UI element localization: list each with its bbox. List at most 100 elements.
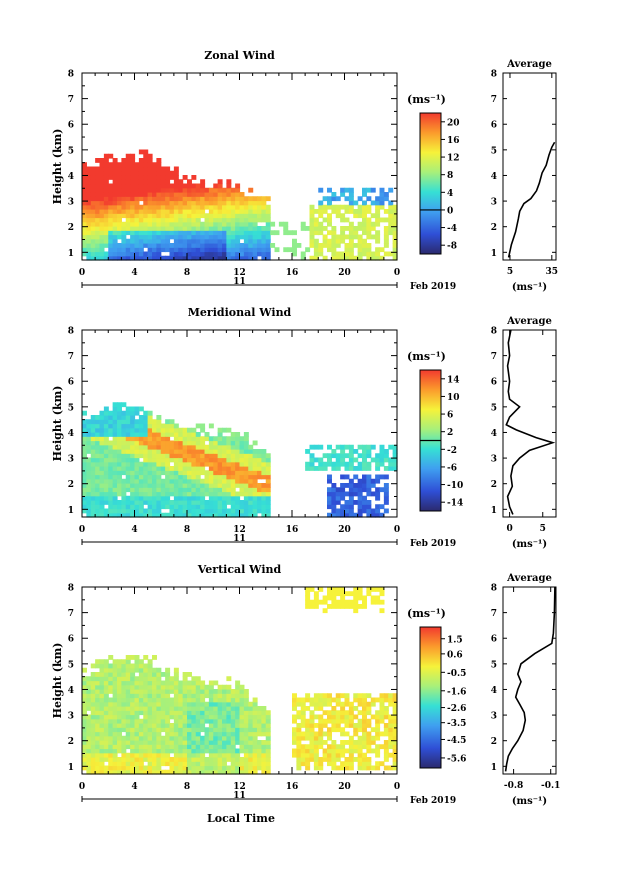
heatmap-cell — [187, 761, 192, 767]
heatmap-cell — [130, 663, 136, 669]
y-axis-label: Height (km) — [51, 643, 64, 719]
heatmap-cell — [375, 200, 381, 206]
heatmap-cell — [261, 495, 267, 501]
heatmap-cell — [331, 727, 337, 733]
heatmap-cell — [103, 213, 109, 219]
heatmap-cell — [152, 676, 157, 682]
heatmap-cell — [235, 769, 241, 775]
heatmap-cell — [160, 689, 166, 694]
heatmap-cell — [160, 179, 166, 185]
heatmap-cell — [95, 192, 101, 197]
heatmap-cell — [86, 512, 92, 518]
heatmap-cell — [125, 247, 131, 253]
heatmap-cell — [348, 251, 354, 257]
heatmap-cell — [383, 474, 389, 480]
heatmap-cell — [265, 757, 271, 762]
heatmap-cell — [217, 740, 223, 745]
heatmap-cell — [226, 740, 232, 745]
heatmap-cell — [222, 217, 227, 223]
heatmap-cell — [130, 406, 136, 412]
heatmap-cell — [147, 162, 153, 168]
heatmap-cell — [331, 587, 337, 592]
heatmap-cell — [204, 234, 210, 240]
heatmap-cell — [125, 744, 131, 750]
heatmap-cell — [130, 769, 136, 775]
heatmap-cell — [134, 466, 140, 471]
heatmap-cell — [318, 243, 324, 248]
heatmap-cell — [117, 217, 122, 223]
heatmap-cell — [370, 697, 376, 703]
heatmap-cell — [165, 200, 171, 206]
heatmap-cell — [300, 718, 306, 724]
heatmap-cell — [257, 213, 262, 219]
heatmap-cell — [200, 714, 206, 720]
day-label: 11 — [233, 534, 246, 544]
heatmap-cell — [257, 461, 262, 467]
heatmap-cell — [187, 504, 192, 510]
average-y-tick-label: 8 — [491, 584, 497, 594]
heatmap-cell — [182, 693, 188, 699]
heatmap-cell — [235, 757, 241, 762]
heatmap-cell — [108, 419, 114, 425]
heatmap-cell — [117, 667, 122, 673]
heatmap-cell — [103, 230, 109, 236]
heatmap-cell — [187, 483, 192, 488]
colorbar — [419, 112, 442, 255]
heatmap-cell — [103, 196, 109, 202]
heatmap-cell — [379, 599, 385, 605]
x-tick-label: 4 — [131, 782, 137, 792]
heatmap-cell — [99, 243, 105, 248]
heatmap-cell — [86, 238, 92, 244]
heatmap-cell — [165, 427, 171, 433]
heatmap-cell — [86, 470, 92, 476]
heatmap-cell — [305, 604, 311, 609]
heatmap-cell — [82, 444, 87, 450]
heatmap-cell — [366, 723, 372, 728]
heatmap-cell — [121, 449, 127, 454]
heatmap-cell — [182, 196, 188, 202]
heatmap-cell — [152, 474, 157, 480]
heatmap-cell — [239, 487, 245, 493]
heatmap-cell — [191, 676, 197, 682]
heatmap-cell — [82, 213, 87, 219]
heatmap-cell — [125, 495, 131, 501]
heatmap-cell — [383, 710, 389, 716]
heatmap-cell — [243, 234, 249, 240]
heatmap-cell — [117, 761, 122, 767]
heatmap-cell — [125, 436, 131, 442]
heatmap-cell — [99, 217, 105, 223]
heatmap-cell — [257, 470, 262, 476]
heatmap-cell — [200, 723, 206, 728]
heatmap-cell — [156, 680, 162, 686]
heatmap-cell — [348, 444, 354, 450]
heatmap-cell — [160, 226, 166, 231]
heatmap-cell — [182, 466, 188, 471]
heatmap-cell — [331, 748, 337, 754]
heatmap-cell — [143, 478, 149, 484]
heatmap-cell — [156, 166, 162, 172]
heatmap-cell — [375, 247, 381, 253]
heatmap-cell — [173, 255, 179, 261]
heatmap-cell — [366, 453, 372, 459]
heatmap-cell — [265, 234, 271, 240]
heatmap-cell — [213, 765, 219, 771]
heatmap-cell — [230, 234, 236, 240]
average-x-tick-label: 5 — [540, 524, 546, 534]
heatmap-cell — [239, 512, 245, 518]
heatmap-cell — [90, 504, 96, 510]
heatmap-cell — [300, 226, 306, 231]
heatmap-cell — [252, 757, 258, 762]
heatmap-cell — [265, 255, 271, 261]
heatmap-cell — [99, 710, 105, 716]
heatmap-cell — [187, 684, 192, 690]
heatmap-cell — [95, 457, 101, 463]
heatmap-cell — [257, 710, 262, 716]
heatmap-cell — [112, 718, 118, 724]
heatmap-cell — [248, 461, 254, 467]
heatmap-cell — [143, 183, 149, 189]
heatmap-cell — [130, 740, 136, 745]
heatmap-cell — [235, 255, 241, 261]
heatmap-cell — [226, 684, 232, 690]
heatmap-cell — [265, 238, 271, 244]
heatmap-cell — [178, 723, 184, 728]
